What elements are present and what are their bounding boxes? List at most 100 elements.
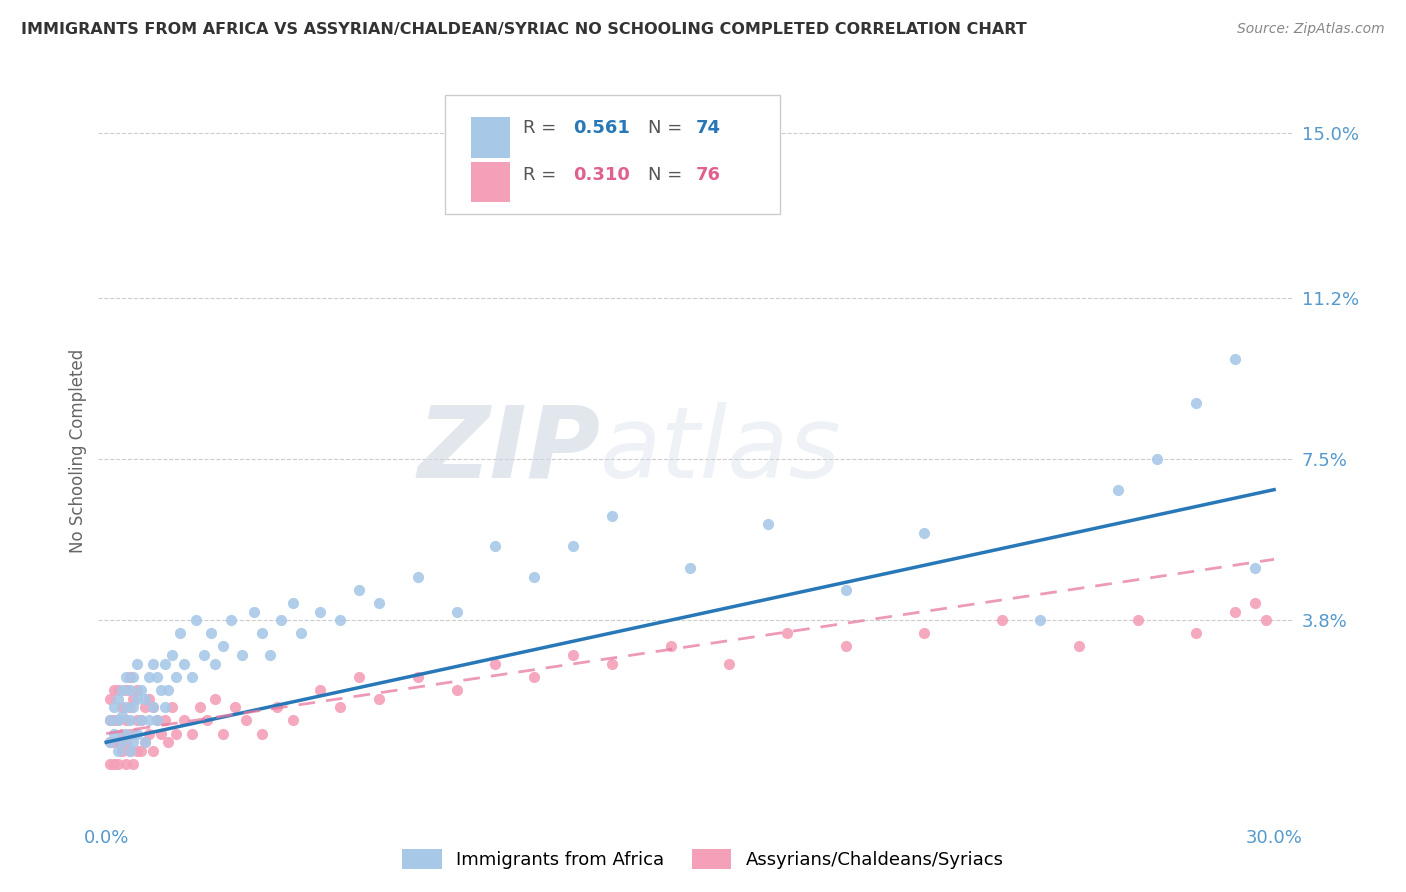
- Point: [118, 670, 141, 684]
- Point: [446, 605, 468, 619]
- Point: [180, 670, 202, 684]
- Point: [103, 757, 125, 772]
- Point: [134, 691, 156, 706]
- Point: [1146, 452, 1168, 467]
- Point: [107, 714, 129, 728]
- FancyBboxPatch shape: [471, 161, 509, 202]
- Point: [122, 735, 145, 749]
- Point: [212, 640, 235, 654]
- Point: [219, 613, 242, 627]
- Point: [235, 714, 257, 728]
- Point: [776, 626, 799, 640]
- Point: [129, 744, 152, 758]
- Point: [111, 683, 134, 698]
- Point: [250, 626, 273, 640]
- Point: [1256, 613, 1278, 627]
- Point: [406, 670, 429, 684]
- Point: [127, 683, 149, 698]
- Point: [111, 700, 134, 714]
- Point: [204, 657, 226, 671]
- Point: [169, 626, 191, 640]
- Text: R =: R =: [523, 166, 561, 184]
- Point: [114, 726, 136, 740]
- Point: [224, 700, 246, 714]
- Point: [173, 714, 195, 728]
- Point: [349, 582, 371, 597]
- Point: [173, 657, 195, 671]
- Point: [165, 726, 187, 740]
- Point: [149, 683, 172, 698]
- Point: [127, 714, 149, 728]
- Point: [122, 691, 145, 706]
- Point: [118, 714, 141, 728]
- Point: [129, 714, 152, 728]
- Point: [114, 683, 136, 698]
- Point: [406, 570, 429, 584]
- Point: [309, 605, 332, 619]
- Point: [111, 709, 134, 723]
- Point: [1185, 626, 1208, 640]
- Point: [127, 691, 149, 706]
- Point: [523, 570, 546, 584]
- Point: [103, 700, 125, 714]
- Point: [118, 700, 141, 714]
- Point: [98, 691, 121, 706]
- Point: [290, 626, 312, 640]
- Point: [111, 726, 134, 740]
- Point: [484, 539, 506, 553]
- Point: [134, 735, 156, 749]
- Point: [349, 670, 371, 684]
- Point: [446, 683, 468, 698]
- Point: [142, 700, 165, 714]
- Point: [197, 714, 219, 728]
- Point: [204, 691, 226, 706]
- Point: [1069, 640, 1091, 654]
- Text: 74: 74: [696, 120, 721, 137]
- Point: [562, 539, 585, 553]
- Point: [98, 735, 121, 749]
- Point: [114, 714, 136, 728]
- Point: [142, 700, 165, 714]
- Point: [281, 714, 304, 728]
- Point: [281, 596, 304, 610]
- Point: [162, 648, 184, 662]
- Point: [200, 626, 222, 640]
- Point: [146, 714, 169, 728]
- Point: [756, 517, 779, 532]
- Point: [835, 640, 858, 654]
- Point: [231, 648, 253, 662]
- Point: [523, 670, 546, 684]
- Point: [98, 714, 121, 728]
- Point: [990, 613, 1012, 627]
- Point: [912, 626, 935, 640]
- Point: [162, 700, 184, 714]
- Point: [1243, 561, 1265, 575]
- Text: 76: 76: [696, 166, 721, 184]
- Point: [129, 683, 152, 698]
- Text: R =: R =: [523, 120, 561, 137]
- Point: [659, 640, 682, 654]
- Point: [146, 670, 169, 684]
- Point: [122, 700, 145, 714]
- Point: [107, 744, 129, 758]
- Point: [259, 648, 281, 662]
- Point: [127, 726, 149, 740]
- Text: N =: N =: [648, 166, 688, 184]
- Point: [138, 714, 160, 728]
- Point: [111, 735, 134, 749]
- Text: N =: N =: [648, 120, 688, 137]
- Point: [138, 691, 160, 706]
- Point: [122, 726, 145, 740]
- Point: [165, 670, 187, 684]
- Text: Source: ZipAtlas.com: Source: ZipAtlas.com: [1237, 22, 1385, 37]
- Point: [142, 744, 165, 758]
- Point: [367, 596, 389, 610]
- Point: [114, 735, 136, 749]
- Point: [103, 683, 125, 698]
- Point: [134, 700, 156, 714]
- Point: [600, 508, 623, 523]
- Point: [1185, 395, 1208, 409]
- Point: [153, 700, 176, 714]
- Point: [180, 726, 202, 740]
- Point: [103, 726, 125, 740]
